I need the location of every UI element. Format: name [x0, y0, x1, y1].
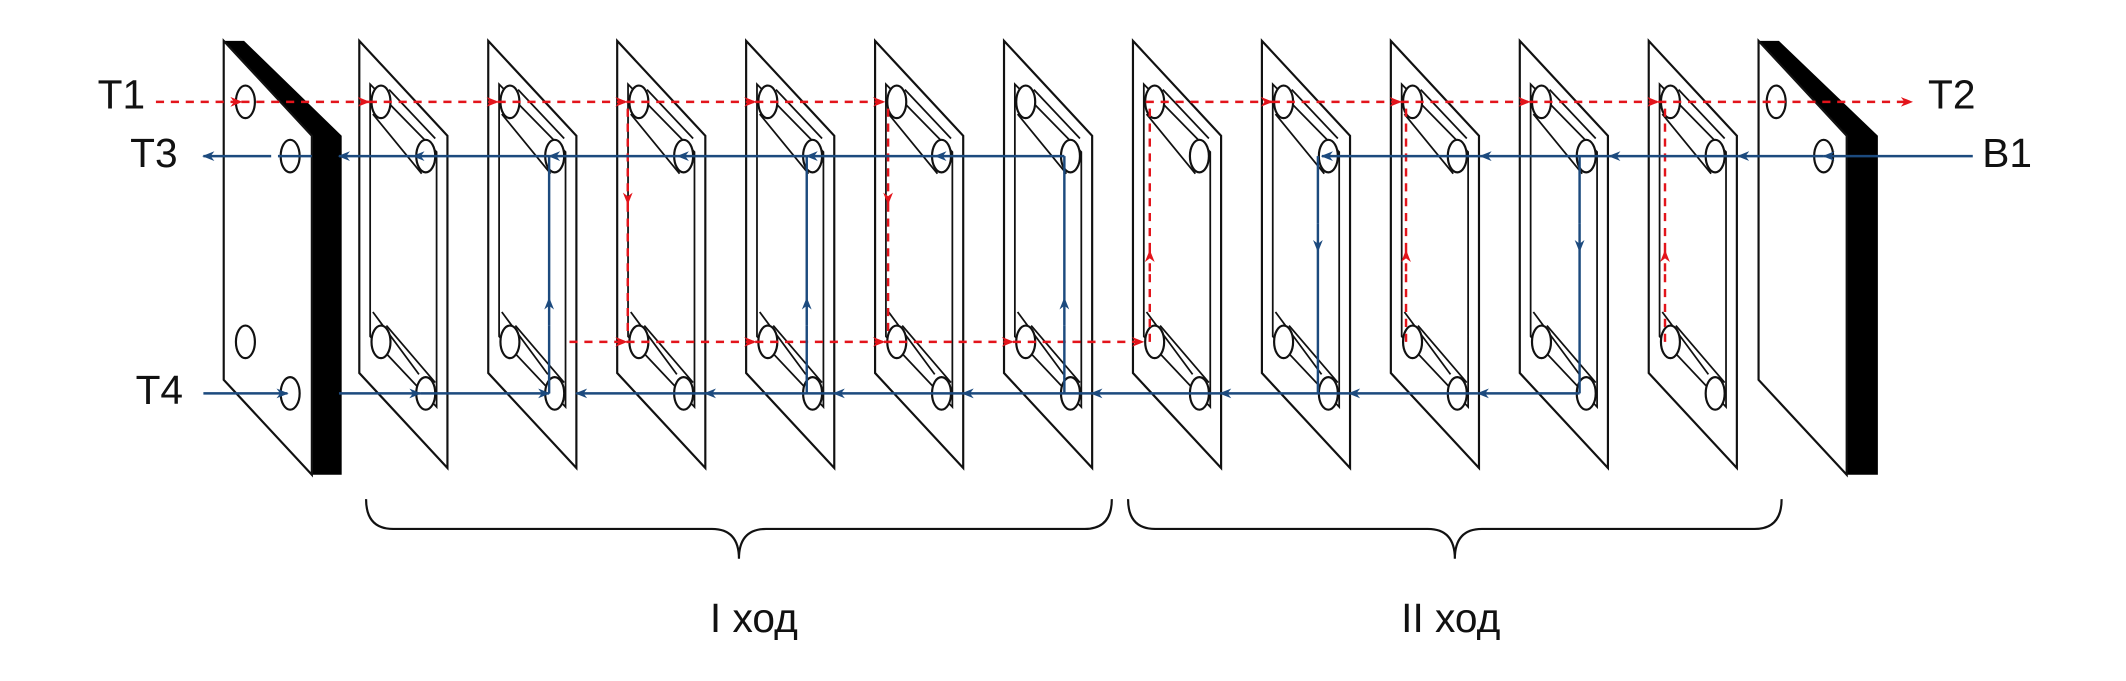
gasket	[756, 82, 825, 410]
gasket	[885, 82, 954, 410]
gasket	[501, 89, 565, 384]
plate	[487, 38, 578, 471]
gasket	[1013, 82, 1083, 410]
end-plate-side	[1758, 40, 1878, 475]
plate	[358, 38, 449, 471]
port-label: T3	[130, 130, 177, 176]
port-hole	[370, 324, 392, 360]
port-hole	[1273, 324, 1295, 360]
port-hole	[1188, 138, 1210, 174]
plate	[616, 38, 707, 471]
plate	[745, 38, 836, 471]
plate	[1002, 38, 1094, 471]
gasket	[372, 89, 436, 384]
flows	[155, 96, 1973, 399]
port-hole	[1704, 376, 1726, 411]
pass-label: II ход	[1401, 595, 1500, 641]
pass-label: I ход	[710, 595, 798, 641]
plate	[873, 38, 965, 471]
plate	[1260, 38, 1352, 471]
port-hole	[886, 84, 908, 120]
brace	[1126, 499, 1783, 559]
labels: T1 T3 T4 T2 B1 I ход II ход	[98, 72, 2032, 641]
plates	[222, 38, 1878, 478]
gasket	[1016, 89, 1081, 384]
port-label: T2	[1928, 72, 1975, 118]
gasket	[1532, 89, 1597, 384]
port-hole	[1015, 84, 1037, 120]
gasket	[630, 89, 694, 384]
gasket	[1661, 89, 1726, 384]
port-label: B1	[1982, 130, 2032, 176]
port-hole	[1144, 324, 1166, 360]
plate	[1131, 38, 1223, 471]
port-hole	[499, 324, 521, 360]
gasket	[498, 82, 567, 410]
port-label: T1	[98, 72, 145, 118]
plate	[1518, 38, 1610, 471]
gasket	[1403, 89, 1468, 384]
gasket	[369, 82, 438, 410]
port-hole	[234, 324, 256, 360]
plate	[1647, 38, 1738, 471]
plate	[1389, 38, 1481, 471]
gasket	[758, 89, 823, 384]
gasket	[887, 89, 952, 384]
gasket	[1658, 82, 1727, 410]
port-label: T4	[136, 367, 183, 413]
gasket	[1145, 89, 1210, 384]
gasket	[1274, 89, 1339, 384]
port-hole	[1401, 324, 1424, 360]
brace	[364, 499, 1113, 559]
gasket	[1529, 82, 1598, 410]
port-hole	[1530, 324, 1553, 360]
gasket	[1271, 82, 1341, 410]
gasket	[1142, 82, 1212, 410]
